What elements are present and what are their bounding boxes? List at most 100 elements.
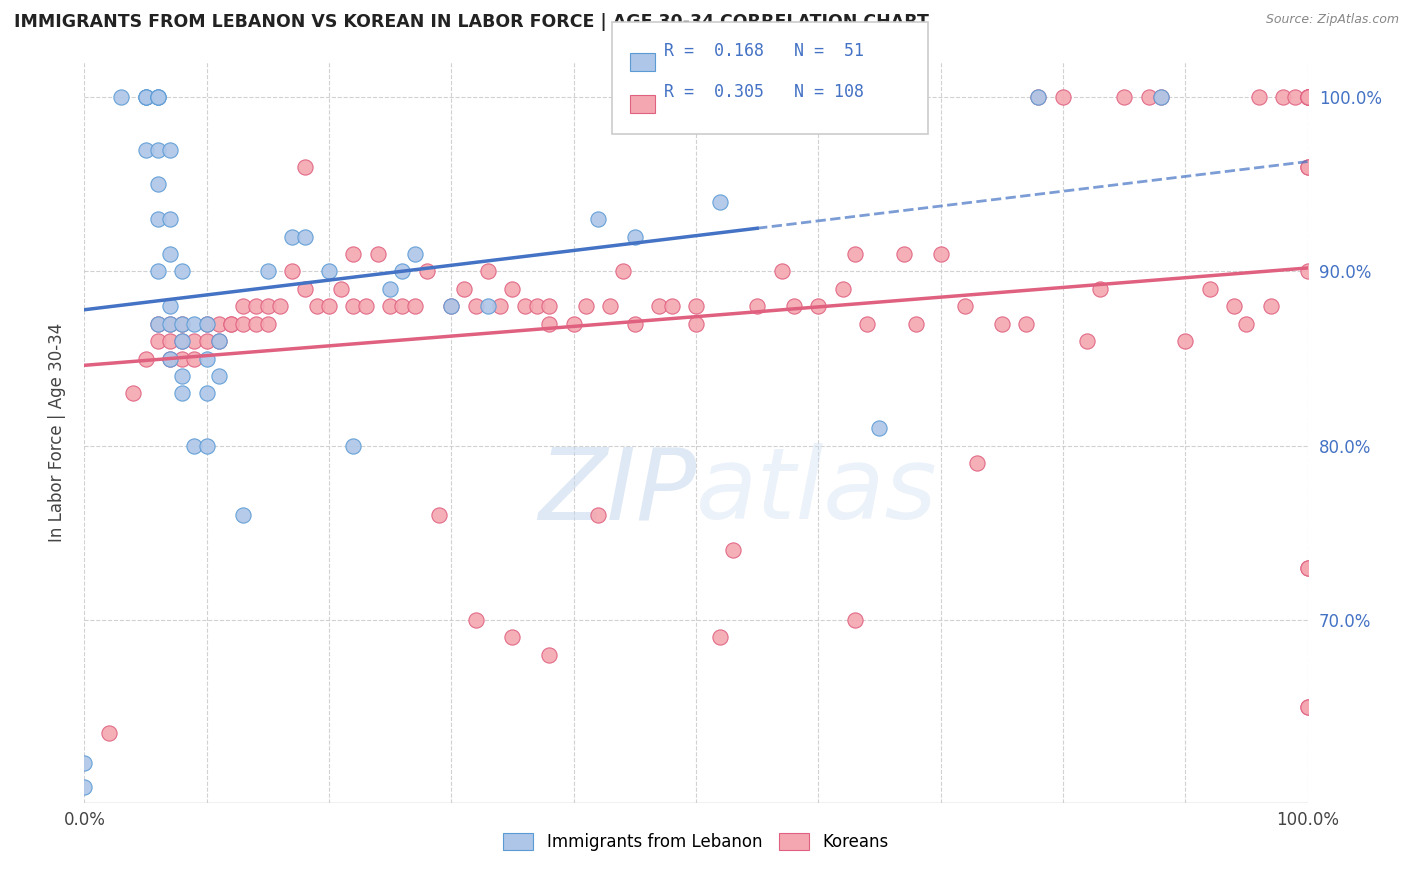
Point [502, 630, 524, 644]
Point [257, 264, 280, 278]
Point [1150, 90, 1173, 104]
Point [146, 212, 169, 227]
Point [513, 299, 536, 313]
Point [232, 508, 254, 523]
Point [367, 247, 389, 261]
Point [404, 247, 426, 261]
Point [219, 317, 242, 331]
Point [281, 264, 304, 278]
Legend: Immigrants from Lebanon, Koreans: Immigrants from Lebanon, Koreans [496, 826, 896, 857]
Text: Source: ZipAtlas.com: Source: ZipAtlas.com [1265, 13, 1399, 27]
Point [208, 334, 231, 348]
Point [648, 299, 671, 313]
Point [807, 299, 830, 313]
Point [624, 229, 647, 244]
Point [538, 299, 561, 313]
Point [245, 299, 267, 313]
Point [1198, 282, 1220, 296]
Point [146, 317, 169, 331]
Point [159, 299, 181, 313]
Point [575, 299, 598, 313]
Point [464, 299, 486, 313]
Point [342, 247, 364, 261]
Point [159, 317, 181, 331]
Point [685, 317, 707, 331]
Point [783, 299, 806, 313]
Point [453, 282, 475, 296]
Point [1296, 90, 1319, 104]
Point [831, 282, 853, 296]
Point [404, 299, 426, 313]
Point [183, 439, 205, 453]
Point [1150, 90, 1173, 104]
Point [1247, 90, 1270, 104]
Point [172, 334, 194, 348]
Point [1296, 90, 1319, 104]
Point [172, 334, 194, 348]
Point [1296, 560, 1319, 574]
Point [146, 143, 169, 157]
Text: IMMIGRANTS FROM LEBANON VS KOREAN IN LABOR FORCE | AGE 30-34 CORRELATION CHART: IMMIGRANTS FROM LEBANON VS KOREAN IN LAB… [14, 13, 929, 31]
Point [991, 317, 1014, 331]
Point [330, 282, 353, 296]
Point [538, 648, 561, 662]
Point [599, 299, 621, 313]
Point [146, 90, 169, 104]
Point [135, 90, 157, 104]
Point [893, 247, 915, 261]
Point [305, 299, 328, 313]
Point [146, 178, 169, 192]
Point [318, 264, 340, 278]
Point [1137, 90, 1160, 104]
Point [245, 317, 267, 331]
Point [294, 160, 316, 174]
Point [869, 421, 891, 435]
Point [427, 508, 450, 523]
Point [477, 299, 499, 313]
Point [183, 334, 205, 348]
Point [612, 264, 634, 278]
Point [1015, 317, 1038, 331]
Point [294, 282, 316, 296]
Point [1052, 90, 1074, 104]
Point [73, 756, 96, 770]
Point [1272, 90, 1295, 104]
Point [1296, 90, 1319, 104]
Point [342, 439, 364, 453]
Point [929, 247, 952, 261]
Point [172, 351, 194, 366]
Point [159, 334, 181, 348]
Point [195, 317, 218, 331]
Point [269, 299, 291, 313]
Point [770, 264, 793, 278]
Point [208, 317, 231, 331]
Point [1260, 299, 1282, 313]
Point [709, 194, 731, 209]
Point [380, 282, 402, 296]
Point [146, 317, 169, 331]
Point [526, 299, 548, 313]
Point [1223, 299, 1246, 313]
Point [953, 299, 976, 313]
Point [195, 334, 218, 348]
Point [135, 90, 157, 104]
Point [354, 299, 377, 313]
Point [1296, 560, 1319, 574]
Point [172, 264, 194, 278]
Point [440, 299, 463, 313]
Point [586, 508, 609, 523]
Point [856, 317, 879, 331]
Point [232, 299, 254, 313]
Point [1088, 282, 1111, 296]
Point [966, 456, 988, 470]
Point [294, 229, 316, 244]
Point [1296, 90, 1319, 104]
Point [391, 299, 413, 313]
Point [219, 317, 242, 331]
Point [1296, 90, 1319, 104]
Point [1028, 90, 1050, 104]
Point [110, 90, 132, 104]
Point [844, 613, 866, 627]
Point [135, 143, 157, 157]
Point [172, 317, 194, 331]
